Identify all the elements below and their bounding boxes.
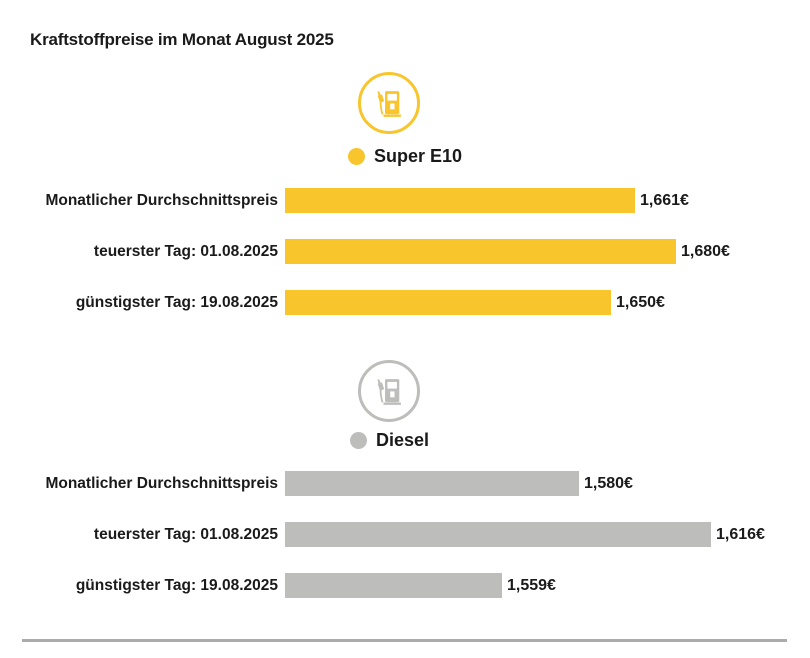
row-label: günstigster Tag: 19.08.2025	[75, 576, 278, 594]
row-value: 1,616€	[716, 525, 765, 543]
super-e10-pump-badge	[358, 72, 420, 134]
row-value: 1,559€	[507, 576, 556, 594]
legend-super-e10: Super E10	[348, 146, 462, 166]
row-label: Monatlicher Durchschnittspreis	[45, 191, 278, 209]
row-value: 1,650€	[616, 293, 665, 311]
bar	[285, 471, 579, 496]
fuel-pump-icon	[377, 379, 401, 405]
row-label: teuerster Tag: 01.08.2025	[93, 525, 278, 543]
legend-label-diesel: Diesel	[376, 430, 430, 450]
row-label: teuerster Tag: 01.08.2025	[93, 242, 278, 260]
row-value: 1,580€	[584, 474, 633, 492]
row-value: 1,661€	[640, 191, 689, 209]
bar-row-e10-average: Monatlicher Durchschnittspreis 1,661€	[0, 187, 689, 214]
legend-dot-diesel	[350, 431, 367, 449]
diesel-pump-badge	[358, 360, 420, 422]
bar	[285, 522, 711, 547]
fuel-pump-icon	[377, 91, 401, 117]
bar	[285, 188, 635, 213]
legend-label-super-e10: Super E10	[374, 146, 463, 166]
bar-row-diesel-average: Monatlicher Durchschnittspreis 1,580€	[0, 470, 633, 497]
bar-row-diesel-max: teuerster Tag: 01.08.2025 1,616€	[0, 521, 765, 548]
chart-title: Kraftstoffpreise im Monat August 2025	[30, 30, 334, 49]
row-value: 1,680€	[681, 242, 730, 260]
bar-row-e10-min: günstigster Tag: 19.08.2025 1,650€	[0, 289, 665, 316]
legend-dot-super-e10	[348, 147, 365, 165]
row-label: günstigster Tag: 19.08.2025	[75, 293, 278, 311]
row-label: Monatlicher Durchschnittspreis	[45, 474, 278, 492]
bottom-divider	[22, 639, 787, 642]
bar	[285, 239, 676, 264]
bar	[285, 573, 502, 598]
bar-row-e10-max: teuerster Tag: 01.08.2025 1,680€	[0, 238, 730, 265]
bar-row-diesel-min: günstigster Tag: 19.08.2025 1,559€	[0, 572, 556, 599]
legend-diesel: Diesel	[350, 430, 429, 450]
bar	[285, 290, 611, 315]
